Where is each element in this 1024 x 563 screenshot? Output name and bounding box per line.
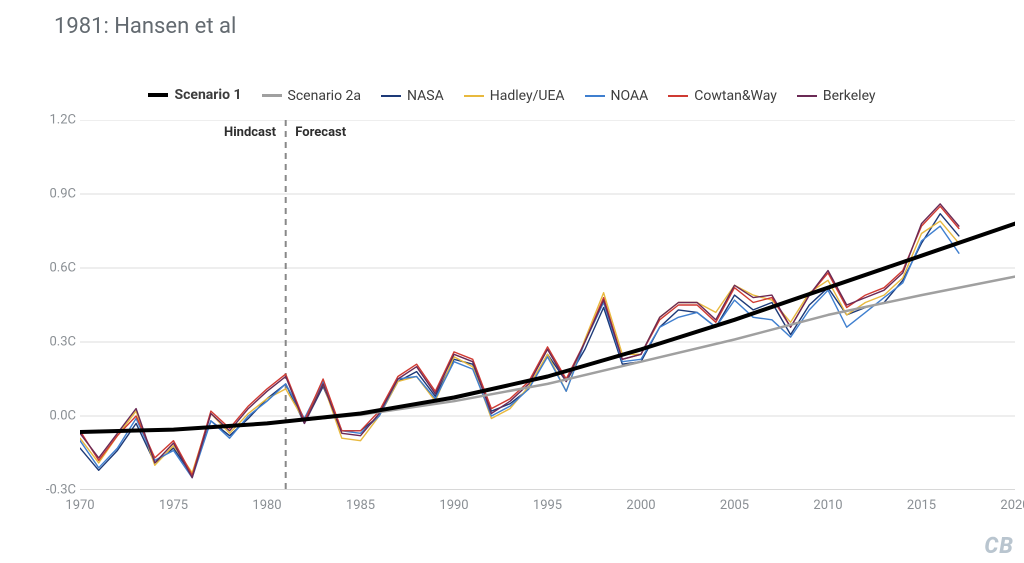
series-hadley (80, 221, 959, 473)
legend-swatch (585, 95, 605, 97)
x-axis-tick-label: 1985 (346, 498, 375, 513)
series-scenario1 (80, 224, 1015, 432)
legend-item-cowtan: Cowtan&Way (668, 88, 777, 104)
series-cowtan (80, 206, 959, 475)
chart-plot-area (80, 120, 1015, 490)
legend-item-hadley: Hadley/UEA (464, 88, 565, 104)
x-axis-tick-label: 1995 (533, 498, 562, 513)
series-noaa (80, 226, 959, 478)
series-berkeley (80, 204, 959, 478)
x-axis-tick-label: 2000 (626, 498, 655, 513)
y-axis-tick-label: -0.3C (46, 483, 76, 498)
legend-label: Cowtan&Way (694, 88, 777, 104)
x-axis-tick-label: 1980 (252, 498, 281, 513)
legend-swatch (148, 93, 168, 97)
legend-label: NASA (407, 88, 444, 104)
x-axis-tick-label: 2015 (907, 498, 936, 513)
annotation-hindcast: Hindcast (224, 125, 276, 140)
x-axis-tick-label: 2020 (1000, 498, 1024, 513)
y-axis-tick-label: 0.9C (49, 187, 76, 202)
y-axis-tick-label: 0.0C (49, 409, 76, 424)
legend-item-berkeley: Berkeley (797, 88, 876, 104)
watermark-logo: CB (984, 534, 1014, 559)
legend-label: Hadley/UEA (490, 88, 565, 104)
x-axis-tick-label: 2005 (720, 498, 749, 513)
legend-item-scenario1: Scenario 1 (148, 87, 241, 103)
y-axis-tick-label: 0.6C (49, 261, 76, 276)
x-axis-tick-label: 1990 (439, 498, 468, 513)
series-nasa (80, 214, 959, 476)
chart-svg (80, 120, 1015, 490)
legend: Scenario 1 Scenario 2a NASA Hadley/UEA NOAA C… (0, 85, 1024, 104)
legend-label: Scenario 1 (174, 87, 241, 103)
legend-item-scenario2a: Scenario 2a (262, 88, 362, 104)
x-axis-tick-label: 1970 (65, 498, 94, 513)
legend-swatch (262, 94, 282, 97)
y-axis-tick-label: 1.2C (49, 113, 76, 128)
legend-swatch (381, 95, 401, 97)
legend-item-nasa: NASA (381, 88, 444, 104)
legend-label: NOAA (611, 88, 649, 104)
annotation-forecast: Forecast (295, 125, 346, 140)
legend-swatch (464, 95, 484, 97)
legend-label: Berkeley (823, 88, 876, 104)
x-axis-tick-label: 2010 (813, 498, 842, 513)
legend-swatch (668, 95, 688, 97)
legend-label: Scenario 2a (288, 88, 362, 104)
legend-swatch (797, 95, 817, 97)
chart-title: 1981: Hansen et al (54, 14, 236, 39)
y-axis-tick-label: 0.3C (49, 335, 76, 350)
x-axis-tick-label: 1975 (159, 498, 188, 513)
legend-item-noaa: NOAA (585, 88, 649, 104)
